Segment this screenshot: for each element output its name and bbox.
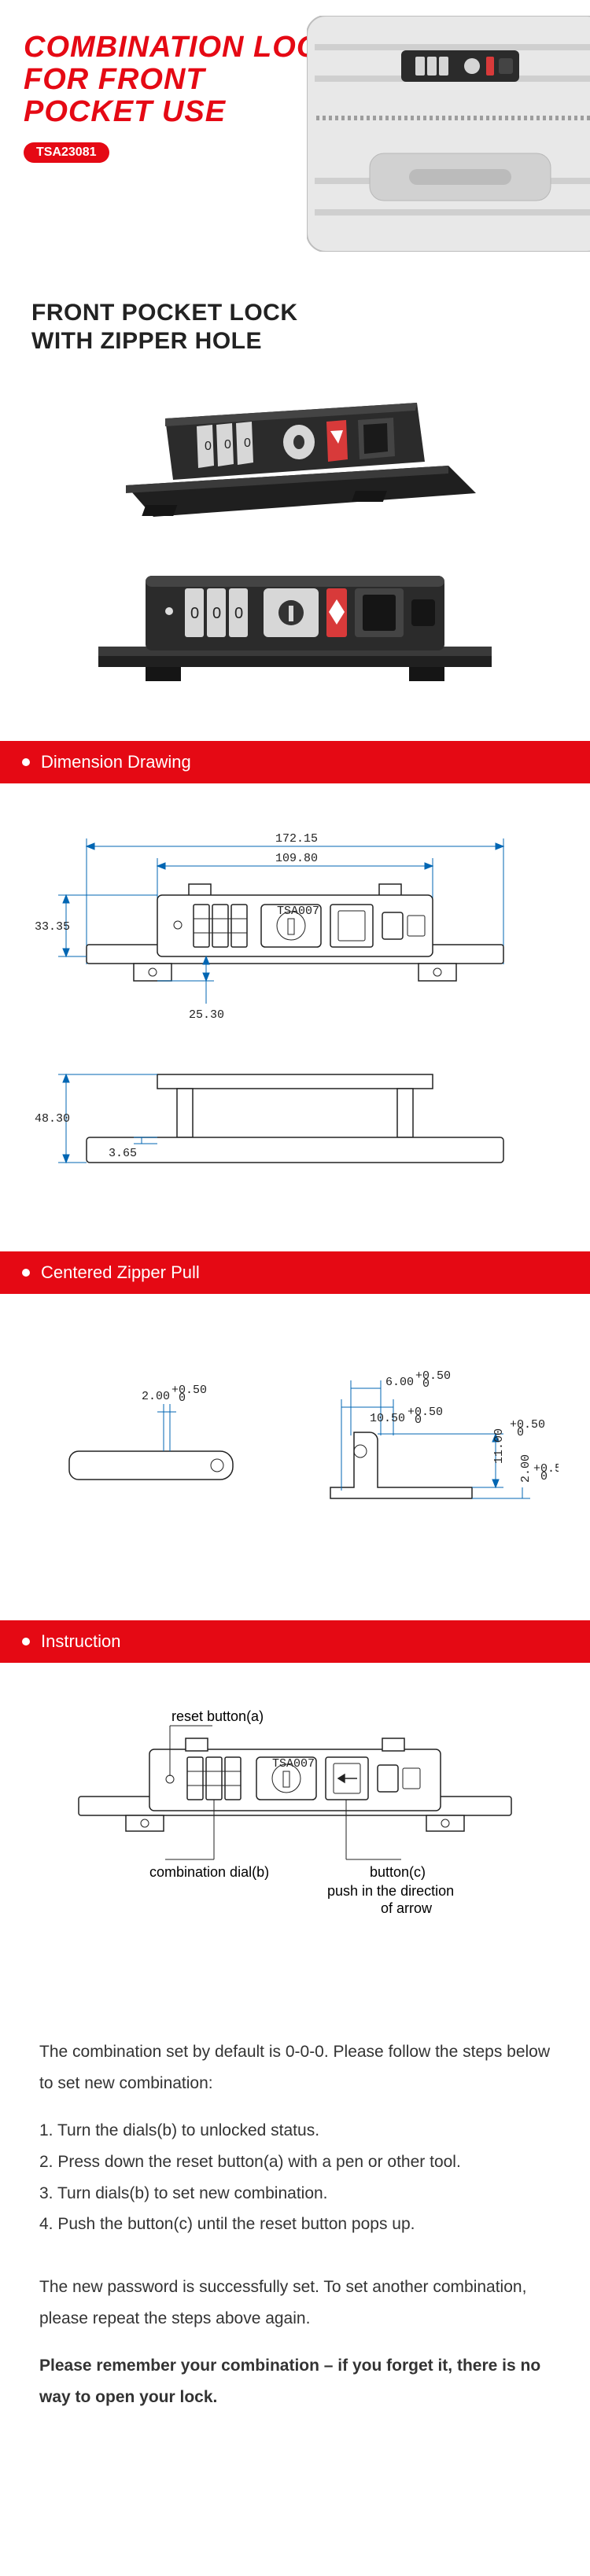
svg-text:0: 0 [212, 605, 221, 622]
svg-text:+0.50 0: +0.50 0 [171, 1384, 207, 1405]
svg-text:+0.50 0: +0.50 0 [407, 1406, 443, 1427]
section-bar-dimension-label: Dimension Drawing [41, 752, 191, 772]
svg-text:0: 0 [224, 438, 231, 451]
hero-block: COMBINATION LOCK FOR FRONT POCKET USE TS… [0, 0, 590, 275]
svg-text:11.00: 11.00 [492, 1428, 506, 1464]
section-bar-zipper: Centered Zipper Pull [0, 1251, 590, 1294]
tsa-label: TSA007 [277, 905, 319, 918]
zip-d5: 2.00 [519, 1454, 533, 1483]
suitcase-illustration [307, 16, 590, 252]
section-bar-instruction-label: Instruction [41, 1631, 121, 1652]
svg-text:0: 0 [205, 440, 212, 453]
svg-text:2.00: 2.00 [519, 1454, 533, 1483]
instr-s1: 1. Turn the dials(b) to unlocked status. [39, 2115, 551, 2147]
svg-text:+0.50 0: +0.50 0 [510, 1418, 545, 1439]
svg-text:0: 0 [244, 437, 251, 450]
instr-s2: 2. Press down the reset button(a) with a… [39, 2147, 551, 2178]
zip-d1: 2.00 [142, 1390, 170, 1403]
callout-reset: reset button(a) [171, 1708, 264, 1724]
hero-title-l3: POCKET USE [24, 95, 226, 128]
subheading: FRONT POCKET LOCK WITH ZIPPER HOLE [0, 275, 590, 363]
hero-title-l1: COMBINATION LOCK [24, 31, 341, 64]
section-bar-instruction: Instruction [0, 1620, 590, 1663]
svg-text:+0.50 0: +0.50 0 [415, 1369, 451, 1391]
instruction-text: The combination set by default is 0-0-0.… [0, 2013, 590, 2492]
tsa-label-2: TSA007 [272, 1757, 315, 1771]
dimension-drawing: 172.15 109.80 TSA007 33.35 25. [0, 783, 590, 1251]
svg-text:0: 0 [190, 605, 199, 622]
svg-text:0: 0 [234, 605, 243, 622]
dim-offset-v: 25.30 [189, 1008, 224, 1022]
product-code-badge: TSA23081 [24, 142, 109, 163]
product-photo-perspective: 000 [110, 387, 480, 521]
dim-overall-w: 172.15 [275, 832, 318, 846]
callout-button-sub1: push in the direction [327, 1883, 454, 1899]
instr-intro: The combination set by default is 0-0-0.… [39, 2036, 551, 2099]
dim-side-h: 48.30 [35, 1112, 70, 1126]
zip-d3: 10.50 [370, 1412, 405, 1425]
svg-text:+0.50 0: +0.50 0 [533, 1462, 559, 1483]
zipper-drawing: 2.00 +0.50 0 6.00 +0.50 0 10.50 +0.50 0 … [0, 1294, 590, 1620]
callout-button: button(c) [370, 1864, 426, 1880]
product-photo-area: 000 000 [0, 363, 590, 741]
dim-body-h: 33.35 [35, 920, 70, 934]
dim-body-w: 109.80 [275, 852, 318, 865]
section-bar-zipper-label: Centered Zipper Pull [41, 1262, 200, 1283]
zip-d4: 11.00 [492, 1428, 506, 1464]
instr-outro: The new password is successfully set. To… [39, 2272, 551, 2335]
callout-button-sub2: of arrow [381, 1900, 433, 1916]
instr-warn: Please remember your combination – if yo… [39, 2350, 551, 2413]
product-photo-front: 000 [90, 560, 500, 694]
svg-text:2.00: 2.00 [142, 1390, 170, 1403]
svg-text:6.00: 6.00 [385, 1376, 414, 1389]
section-bar-dimension: Dimension Drawing [0, 741, 590, 783]
svg-text:10.50: 10.50 [370, 1412, 405, 1425]
instruction-drawing: TSA007 reset button(a) combination dial(… [0, 1663, 590, 2013]
instr-s3: 3. Turn dials(b) to set new combination. [39, 2178, 551, 2209]
instr-s4: 4. Push the button(c) until the reset bu… [39, 2209, 551, 2240]
hero-title-l2: FOR FRONT [24, 63, 205, 96]
callout-dial: combination dial(b) [149, 1864, 269, 1880]
zip-d2: 6.00 [385, 1376, 414, 1389]
subhead-l1: FRONT POCKET LOCK [31, 300, 298, 326]
dim-side-lip: 3.65 [109, 1147, 137, 1160]
subhead-l2: WITH ZIPPER HOLE [31, 328, 262, 354]
